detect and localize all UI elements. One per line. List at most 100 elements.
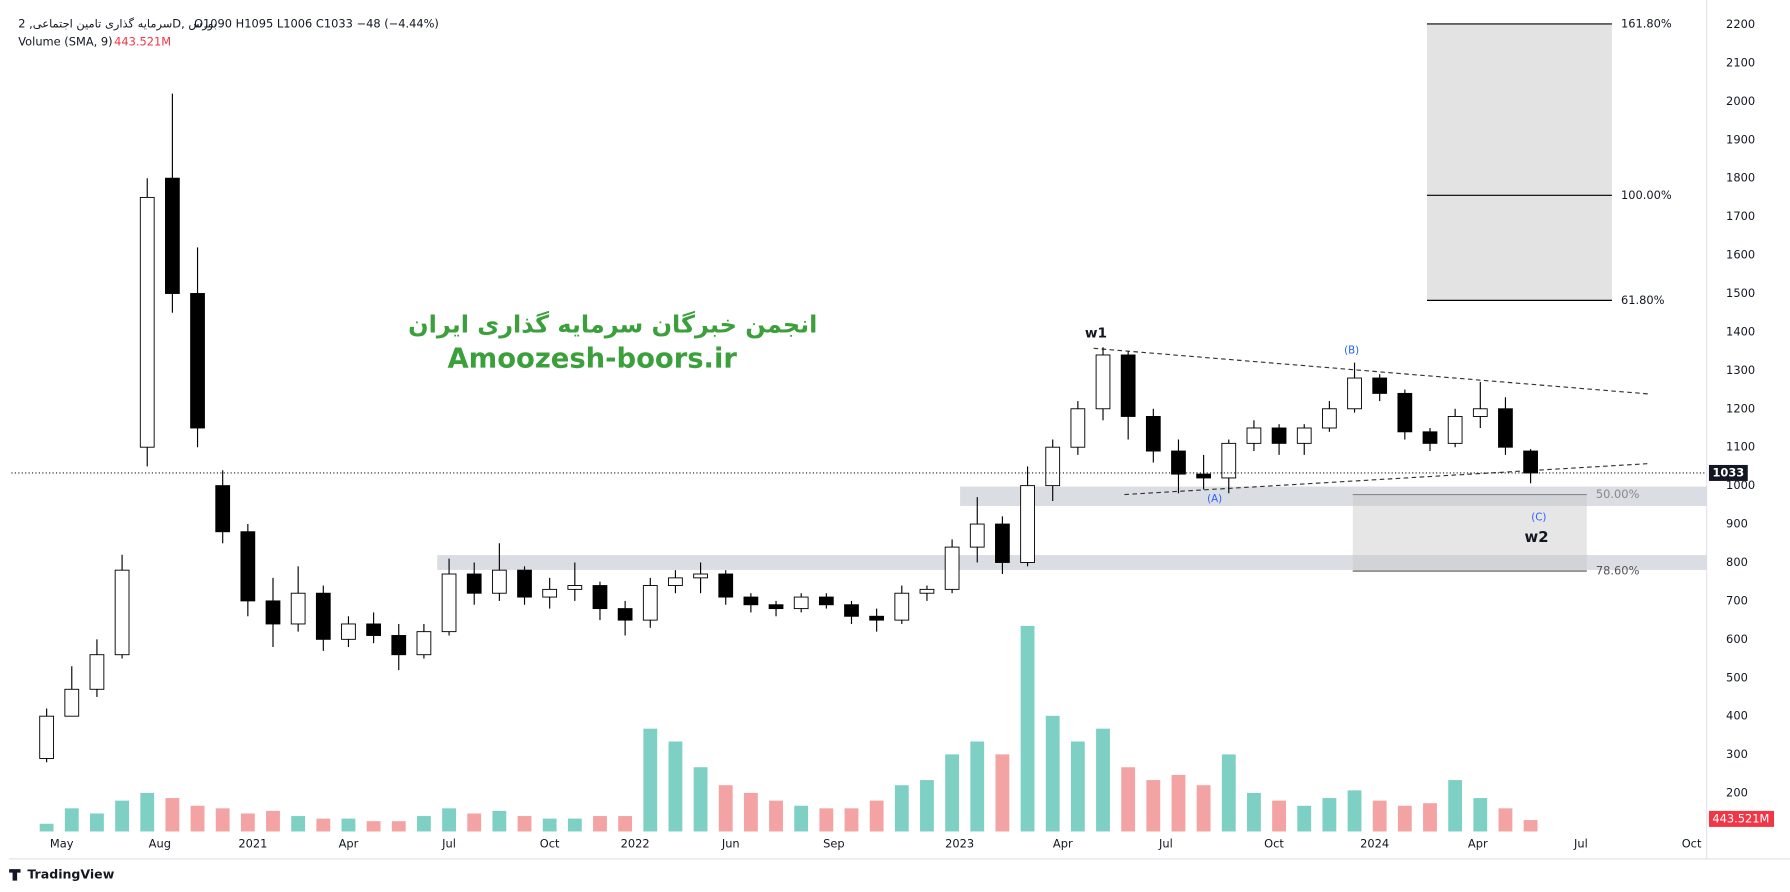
volume-bar bbox=[1146, 780, 1161, 832]
candle-body bbox=[1397, 392, 1413, 433]
candle-body bbox=[1422, 431, 1438, 444]
candle-body bbox=[542, 588, 558, 598]
fib-label: 100.00% bbox=[1621, 188, 1672, 202]
volume-bar bbox=[567, 818, 582, 832]
candle-body bbox=[592, 585, 608, 610]
volume-bar bbox=[190, 805, 205, 832]
x-tick-label: 2023 bbox=[945, 837, 974, 851]
volume-bar bbox=[593, 816, 607, 832]
volume-tag-label: 443.521M bbox=[1712, 811, 1769, 825]
volume-bar bbox=[1221, 754, 1236, 832]
candle-body bbox=[1171, 450, 1186, 475]
volume-bar bbox=[442, 808, 456, 832]
x-tick-label: Oct bbox=[540, 837, 560, 851]
candle-body bbox=[265, 600, 281, 625]
candle-body bbox=[1322, 408, 1337, 429]
candle-body bbox=[818, 596, 834, 606]
candle-body bbox=[718, 573, 734, 598]
volume-bar bbox=[517, 816, 532, 832]
candle-body bbox=[693, 573, 708, 579]
volume-bar bbox=[467, 813, 482, 832]
volume-bar bbox=[668, 741, 683, 832]
candle-body bbox=[1221, 442, 1237, 479]
candle-body bbox=[1271, 427, 1287, 444]
candle-body bbox=[139, 196, 155, 448]
volume-bar bbox=[291, 816, 306, 832]
wave-label: w2 bbox=[1525, 529, 1549, 546]
volume-bar bbox=[1448, 780, 1463, 832]
candle-body bbox=[89, 654, 105, 690]
candle-body bbox=[1472, 408, 1488, 417]
candle-body bbox=[642, 585, 658, 621]
volume-bar bbox=[869, 800, 884, 832]
x-tick-label: 2024 bbox=[1360, 837, 1389, 851]
support-zone bbox=[437, 555, 1707, 570]
y-tick-label: 1900 bbox=[1726, 132, 1755, 146]
volume-bar bbox=[920, 780, 934, 832]
volume-bar bbox=[1372, 800, 1387, 832]
volume-bar bbox=[844, 808, 859, 832]
candle-body bbox=[1120, 354, 1136, 417]
candle-body bbox=[165, 177, 180, 294]
y-tick-label: 800 bbox=[1726, 555, 1748, 569]
volume-tag bbox=[1708, 810, 1775, 827]
volume-bar bbox=[39, 823, 54, 832]
volume-bar bbox=[215, 808, 230, 832]
candle-body bbox=[668, 577, 683, 586]
volume-bar bbox=[1196, 785, 1211, 832]
volume-bar bbox=[1322, 798, 1337, 832]
fib-label: 78.60% bbox=[1596, 564, 1640, 578]
volume-bar bbox=[1347, 790, 1362, 832]
volume-value: 443.521M bbox=[114, 35, 171, 49]
volume-bar bbox=[1397, 805, 1412, 832]
volume-bar bbox=[743, 792, 758, 832]
y-tick-label: 1300 bbox=[1726, 363, 1755, 377]
ohlc-header: O1090 H1095 L1006 C1033 −48 (−4.44%) bbox=[194, 16, 439, 30]
volume-bar bbox=[970, 741, 985, 832]
volume-bar bbox=[1070, 741, 1085, 832]
chart-title: سرمایه گذاری تامین اجتماعی, 2D, بورس bbox=[18, 16, 217, 31]
candle-body bbox=[1498, 408, 1513, 448]
wave-label: (A) bbox=[1207, 493, 1222, 505]
candle-body bbox=[366, 623, 381, 636]
volume-bar bbox=[1171, 774, 1186, 832]
volume-bar bbox=[1045, 715, 1060, 832]
last-price-tag bbox=[1708, 464, 1748, 481]
candle-body bbox=[39, 715, 55, 759]
volume-bar bbox=[492, 810, 507, 832]
x-tick-label: Oct bbox=[1264, 837, 1284, 851]
x-tick-label: Jul bbox=[1573, 837, 1588, 851]
candle-body bbox=[1095, 354, 1111, 410]
volume-bar bbox=[1096, 728, 1110, 832]
candle-body bbox=[743, 596, 759, 606]
x-tick-label: Sep bbox=[823, 837, 844, 851]
candle-body bbox=[768, 604, 784, 610]
brand: TradingView bbox=[27, 866, 114, 881]
candle-body bbox=[1372, 377, 1388, 394]
candle-body bbox=[1296, 427, 1312, 444]
y-tick-label: 2100 bbox=[1726, 55, 1755, 69]
candle-body bbox=[1045, 446, 1061, 487]
x-tick-label: Apr bbox=[1053, 837, 1073, 851]
volume-bar bbox=[366, 821, 381, 832]
y-tick-label: 1800 bbox=[1726, 171, 1755, 185]
y-tick-label: 900 bbox=[1726, 517, 1748, 531]
volume-bar bbox=[90, 813, 104, 832]
y-tick-label: 1500 bbox=[1726, 286, 1755, 300]
volume-bar bbox=[618, 816, 633, 832]
volume-bar bbox=[693, 767, 708, 832]
volume-bar bbox=[316, 818, 331, 832]
y-tick-label: 1600 bbox=[1726, 248, 1755, 262]
x-tick-label: Apr bbox=[339, 837, 359, 851]
candle-body bbox=[1347, 377, 1362, 410]
x-tick-label: Aug bbox=[149, 837, 171, 851]
y-tick-label: 400 bbox=[1726, 709, 1748, 723]
candle-body bbox=[215, 485, 231, 533]
x-tick-label: 2022 bbox=[621, 837, 650, 851]
candle-body bbox=[944, 546, 960, 590]
candle-body bbox=[190, 293, 205, 429]
y-tick-label: 600 bbox=[1726, 632, 1748, 646]
candle-body bbox=[391, 635, 407, 656]
candle-body bbox=[1447, 416, 1463, 444]
candle-body bbox=[416, 631, 432, 656]
